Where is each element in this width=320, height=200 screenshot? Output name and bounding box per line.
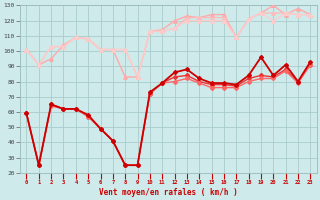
X-axis label: Vent moyen/en rafales ( km/h ): Vent moyen/en rafales ( km/h ) xyxy=(99,188,238,197)
